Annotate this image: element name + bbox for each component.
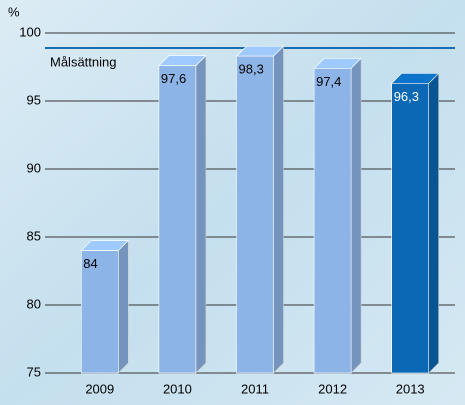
bar-side (428, 72, 440, 374)
x-tick-label: 2013 (396, 381, 425, 396)
bar (158, 65, 197, 374)
bar-side (118, 239, 129, 374)
bar (236, 55, 274, 374)
y-tick-label: 90 (27, 160, 41, 175)
value-label: 98,3 (239, 62, 264, 77)
bar-side (273, 45, 284, 374)
x-tick-label: 2009 (85, 381, 114, 396)
x-tick-label: 2011 (241, 381, 269, 396)
value-label: 84 (83, 256, 97, 271)
bar (313, 68, 352, 374)
bar-side (350, 57, 362, 374)
y-tick-label: 100 (19, 24, 41, 39)
value-label: 96,3 (394, 89, 419, 104)
y-tick-label: 95 (27, 92, 41, 107)
target-label: Målsättning (50, 54, 116, 69)
y-axis-label: % (8, 4, 20, 19)
y-tick-label: 75 (27, 364, 41, 379)
bar (81, 250, 119, 374)
y-tick-label: 85 (27, 228, 41, 243)
bar (391, 83, 430, 374)
bar-side (195, 54, 207, 374)
x-tick-label: 2012 (318, 381, 347, 396)
y-tick-label: 80 (27, 296, 41, 311)
value-label: 97,6 (161, 71, 186, 86)
x-tick-label: 2010 (163, 381, 192, 396)
value-label: 97,4 (316, 74, 341, 89)
